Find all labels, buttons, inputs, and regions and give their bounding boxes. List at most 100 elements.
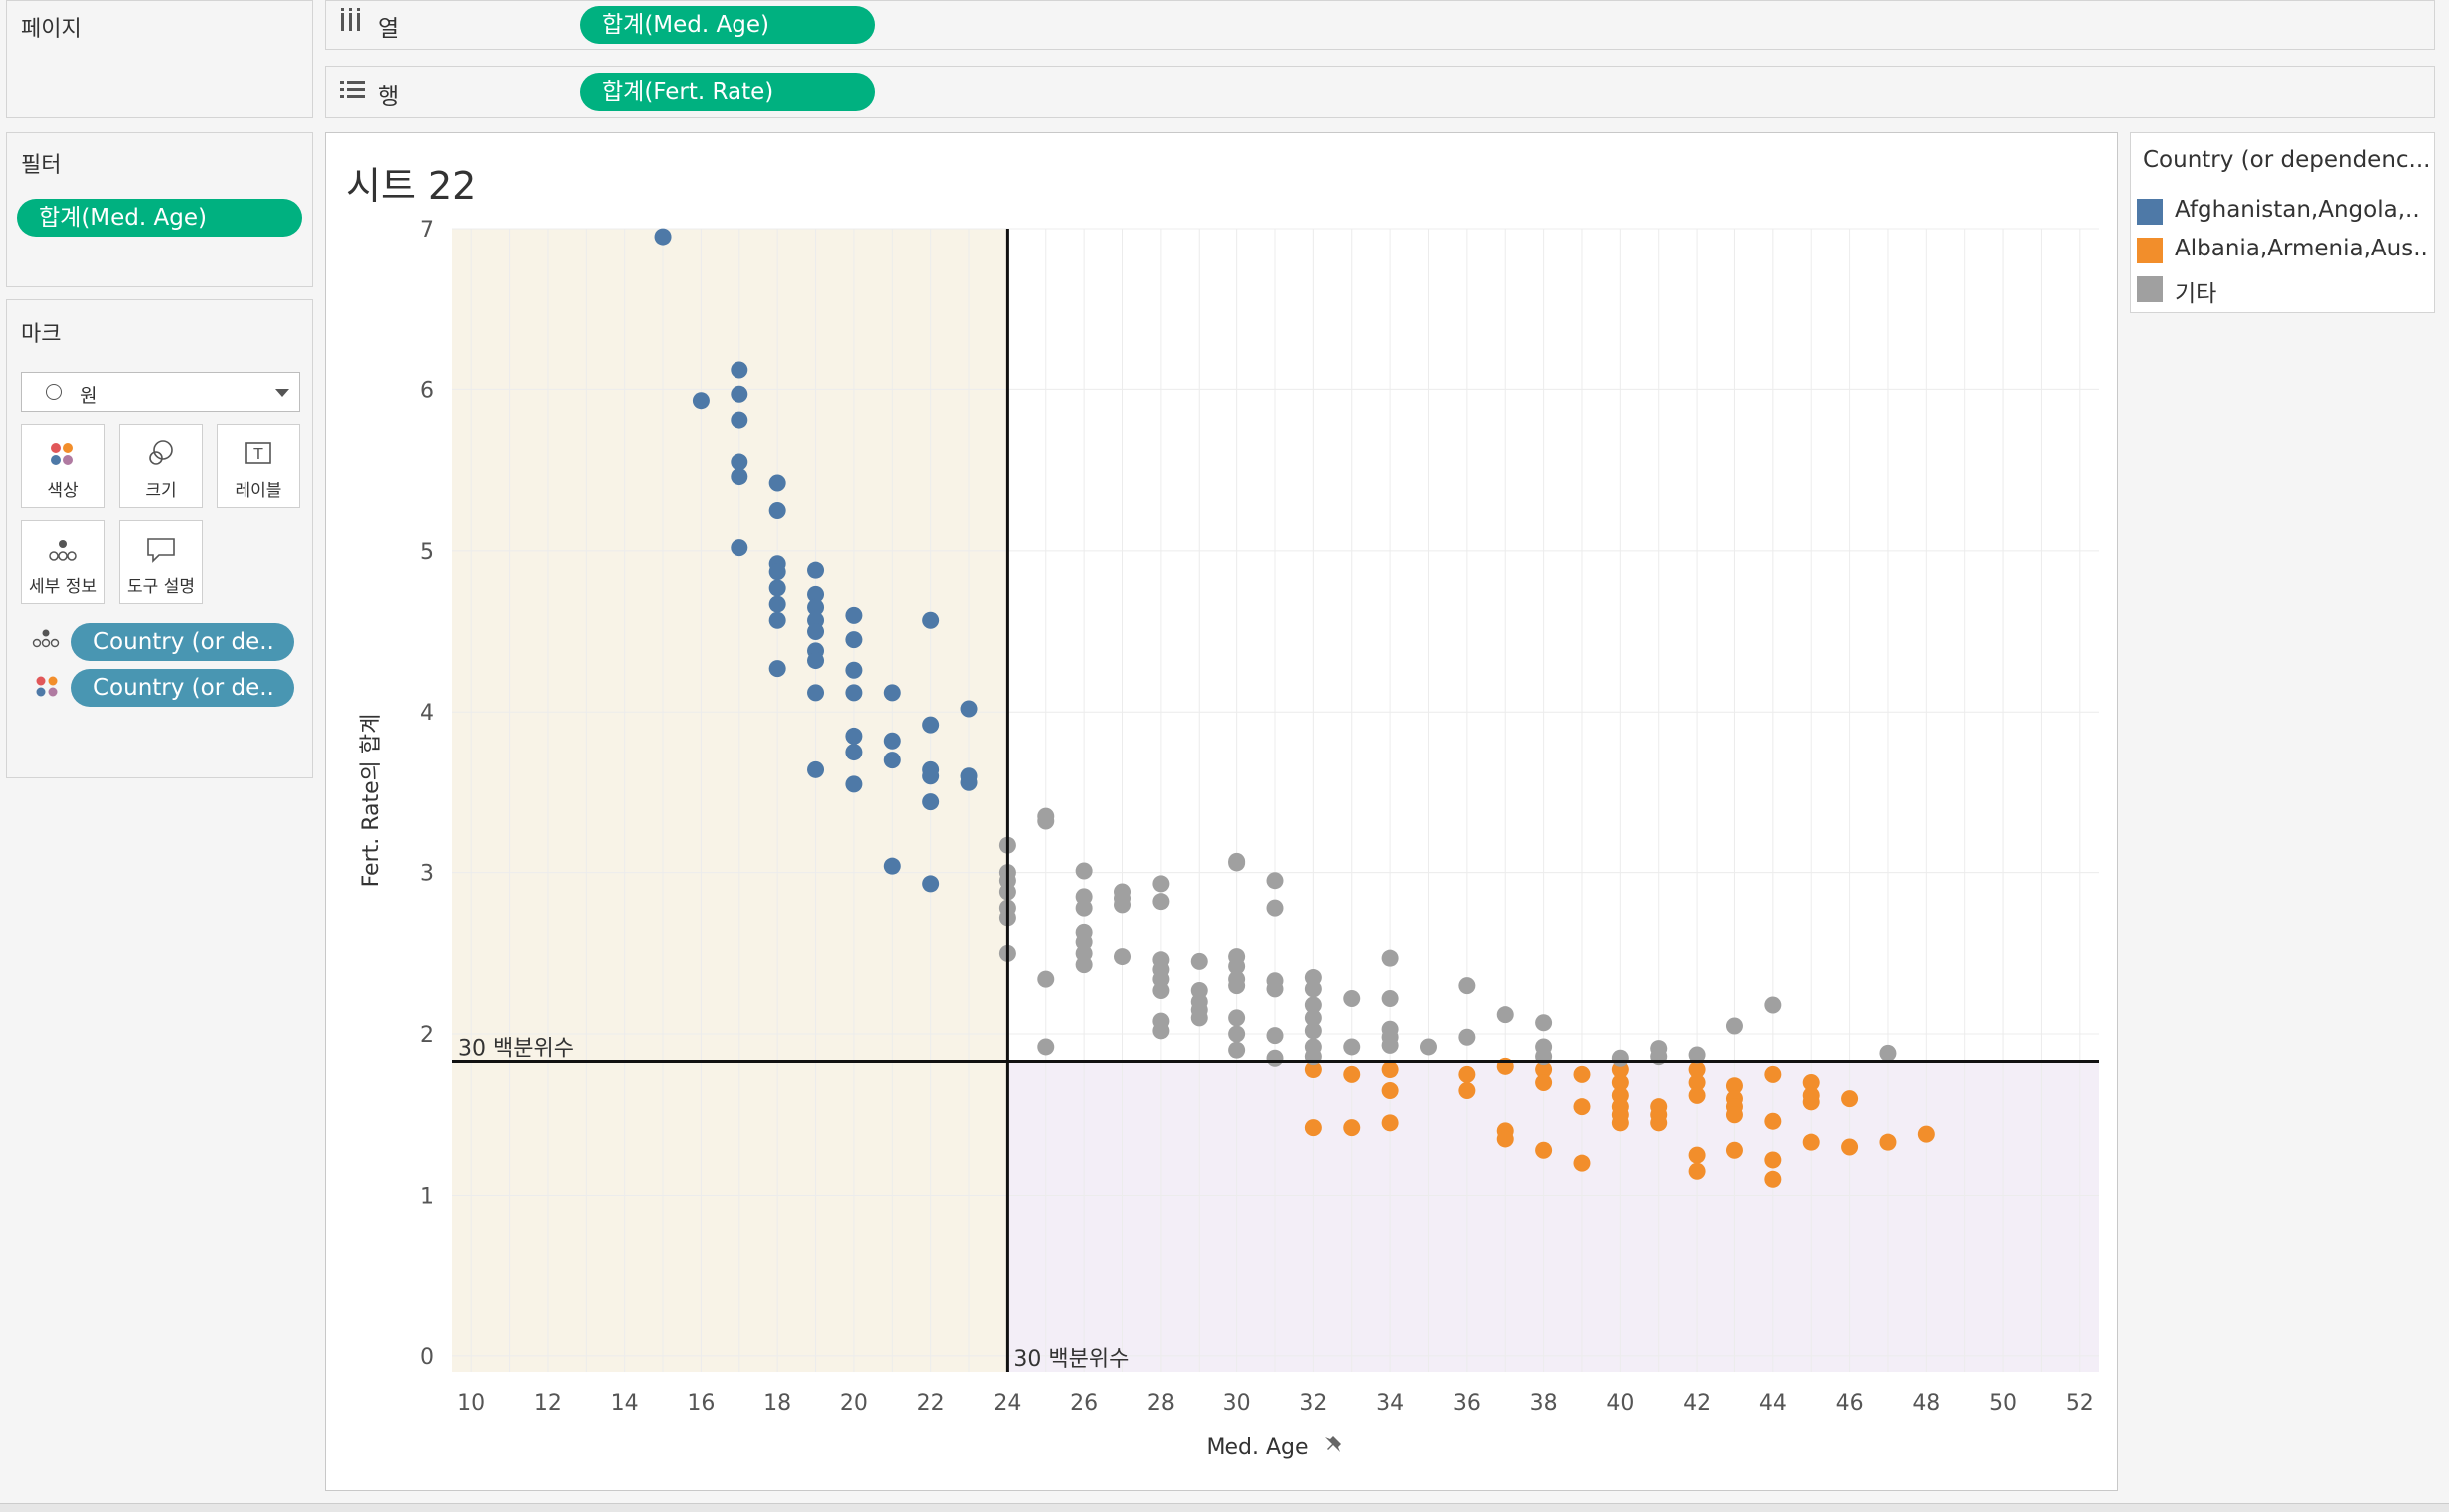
x-tick-label: 30	[1224, 1391, 1251, 1416]
tooltip-icon	[120, 533, 202, 567]
reference-label-y: 30 백분위수	[458, 1036, 574, 1061]
sheet-title: 시트 22	[346, 164, 477, 208]
detail-icon	[22, 533, 104, 567]
x-tick-label: 22	[917, 1391, 945, 1416]
detail-icon	[31, 626, 61, 654]
data-point-orange	[1688, 1086, 1706, 1104]
x-tick-label: 12	[534, 1391, 562, 1416]
data-point-gray	[1458, 1028, 1476, 1046]
data-point-orange	[1535, 1061, 1553, 1079]
label-card[interactable]: T 레이블	[217, 424, 300, 508]
data-point-orange	[1688, 1162, 1706, 1180]
color-icon	[33, 674, 61, 702]
data-point-orange	[1343, 1065, 1361, 1083]
y-tick-label: 2	[420, 1023, 434, 1048]
rows-shelf[interactable]: 행 합계(Fert. Rate)	[325, 66, 2435, 118]
x-tick-label: 14	[611, 1391, 639, 1416]
data-point-blue	[922, 716, 940, 734]
columns-shelf[interactable]: 열 합계(Med. Age)	[325, 0, 2435, 50]
data-point-orange	[1573, 1065, 1591, 1083]
legend-label: Albania,Armenia,Aus..	[2175, 236, 2428, 261]
color-card[interactable]: 색상	[21, 424, 105, 508]
data-point-gray	[1458, 977, 1476, 995]
svg-text:T: T	[252, 445, 263, 463]
data-point-gray	[1304, 1009, 1322, 1027]
data-point-gray	[1114, 948, 1132, 966]
data-point-gray	[1725, 1017, 1743, 1035]
data-point-blue	[731, 361, 748, 379]
data-point-orange	[1573, 1098, 1591, 1116]
data-point-orange	[1688, 1061, 1706, 1079]
data-point-gray	[1343, 1038, 1361, 1056]
x-tick-label: 20	[840, 1391, 868, 1416]
data-point-gray	[1228, 957, 1246, 975]
data-point-blue	[731, 468, 748, 486]
data-point-blue	[883, 732, 901, 750]
filter-pill[interactable]: 합계(Med. Age)	[17, 199, 302, 237]
data-point-blue	[807, 684, 825, 702]
detail-pill-country[interactable]: Country (or de..	[71, 623, 294, 661]
rows-pill[interactable]: 합계(Fert. Rate)	[580, 73, 875, 111]
data-point-gray	[1114, 896, 1132, 914]
data-point-orange	[1688, 1146, 1706, 1164]
data-point-blue	[768, 563, 786, 581]
data-point-blue	[768, 595, 786, 613]
filters-panel: 필터 합계(Med. Age)	[6, 132, 313, 287]
data-point-blue	[845, 606, 863, 624]
x-tick-label: 50	[1989, 1391, 2017, 1416]
tooltip-card[interactable]: 도구 설명	[119, 520, 203, 604]
data-point-blue	[960, 700, 978, 718]
rows-label: 행	[378, 84, 400, 110]
detail-card[interactable]: 세부 정보	[21, 520, 105, 604]
data-point-gray	[1190, 1009, 1208, 1027]
data-point-orange	[1688, 1073, 1706, 1091]
data-point-gray	[1037, 970, 1055, 988]
detail-card-label: 세부 정보	[29, 577, 97, 597]
columns-pill[interactable]: 합계(Med. Age)	[580, 6, 875, 44]
data-point-gray	[1535, 1014, 1553, 1032]
color-pill-country[interactable]: Country (or de..	[71, 669, 294, 707]
data-point-blue	[768, 660, 786, 678]
size-card[interactable]: 크기	[119, 424, 203, 508]
data-point-orange	[1650, 1114, 1668, 1132]
data-point-gray	[1152, 893, 1170, 911]
data-point-orange	[1381, 1114, 1399, 1132]
data-point-orange	[1764, 1170, 1782, 1188]
data-point-gray	[1266, 1027, 1284, 1045]
x-tick-label: 10	[457, 1391, 485, 1416]
legend-title[interactable]: Country (or dependenc...	[2143, 147, 2431, 173]
sheet-tabs-bar[interactable]	[0, 1503, 2449, 1512]
x-tick-label: 16	[687, 1391, 715, 1416]
worksheet-view: 시트 22 30 백분위수 30 백분위수 10 12 14 16 18 20 22 24 26 2…	[325, 132, 2118, 1491]
data-point-blue	[692, 392, 710, 410]
y-tick-label: 6	[420, 378, 434, 403]
data-point-blue	[845, 661, 863, 679]
data-point-blue	[731, 411, 748, 429]
data-point-blue	[807, 623, 825, 641]
data-point-gray	[1228, 1009, 1246, 1027]
data-point-blue	[845, 631, 863, 649]
data-point-orange	[1304, 1061, 1322, 1079]
data-point-orange	[1764, 1065, 1782, 1083]
x-tick-label: 42	[1683, 1391, 1711, 1416]
data-point-gray	[1304, 980, 1322, 998]
data-point-blue	[845, 684, 863, 702]
data-point-gray	[1381, 990, 1399, 1008]
data-point-orange	[1802, 1073, 1820, 1091]
data-point-gray	[1228, 854, 1246, 872]
data-point-blue	[807, 598, 825, 616]
data-point-orange	[1764, 1112, 1782, 1130]
columns-label: 열	[378, 16, 400, 42]
data-point-orange	[1611, 1073, 1629, 1091]
data-point-gray	[1037, 812, 1055, 830]
data-point-blue	[922, 611, 940, 629]
color-icon	[22, 437, 104, 471]
x-tick-label: 28	[1147, 1391, 1175, 1416]
data-point-gray	[1496, 1006, 1514, 1024]
data-point-gray	[1037, 1038, 1055, 1056]
data-point-gray	[1266, 1049, 1284, 1067]
mark-type-dropdown[interactable]: 원	[21, 372, 300, 412]
x-tick-label: 40	[1606, 1391, 1634, 1416]
color-card-label: 색상	[47, 481, 79, 501]
